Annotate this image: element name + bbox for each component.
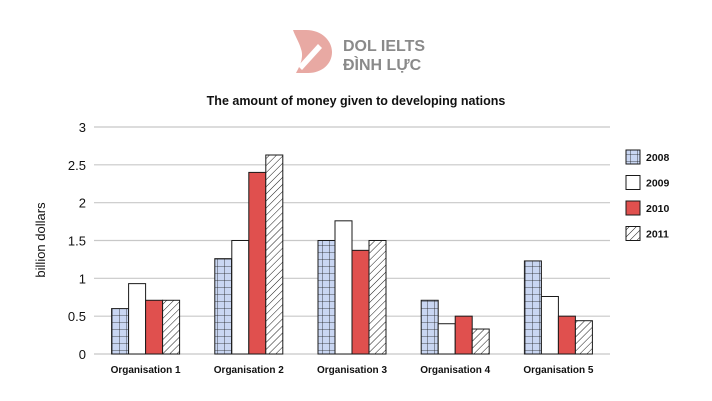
legend-swatch-2011	[625, 226, 641, 241]
bar-2011	[265, 154, 284, 355]
y-tick-label: 3	[79, 120, 86, 135]
bar-2008	[111, 308, 130, 355]
bar-2008	[523, 260, 542, 355]
bar-2009	[334, 220, 353, 355]
y-tick-label: 1.5	[68, 234, 86, 249]
logo-line1: DOL IELTS	[343, 38, 425, 55]
legend-label-2011: 2011	[646, 229, 669, 241]
x-tick-label: Organisation 5	[523, 365, 593, 376]
bar-2009	[231, 240, 250, 355]
x-tick-label: Organisation 2	[214, 365, 284, 376]
legend-label-2010: 2010	[646, 203, 670, 215]
x-tick-labels: Organisation 1 Organisation 2 Organisation…	[111, 365, 594, 376]
bar-2009	[540, 295, 559, 355]
x-tick-label: Organisation 4	[420, 365, 490, 376]
bar-2010	[248, 171, 267, 355]
bar-2009	[128, 283, 147, 355]
bar-2010	[145, 299, 164, 355]
bars	[111, 154, 593, 355]
y-tick-label: 2	[79, 196, 86, 211]
bar-2011	[368, 240, 387, 355]
bar-2009	[437, 323, 456, 355]
legend-label-2008: 2008	[646, 152, 670, 164]
y-tick-label: 0.5	[68, 309, 86, 324]
logo: DOL IELTS ĐÌNH LỰC	[293, 30, 425, 74]
bar-2010	[351, 249, 370, 355]
logo-line2: ĐÌNH LỰC	[343, 55, 422, 74]
logo-mark-slash-icon	[298, 44, 322, 70]
y-axis-label: billion dollars	[33, 202, 48, 278]
x-tick-label: Organisation 1	[111, 365, 181, 376]
bar-2011	[574, 320, 593, 355]
chart-title: The amount of money given to developing …	[207, 94, 506, 108]
bar-2008	[420, 299, 439, 355]
y-tick-labels: 0 0.5 1 1.5 2 2.5 3	[68, 120, 86, 362]
y-tick-label: 2.5	[68, 158, 86, 173]
legend-swatch-2010	[625, 200, 641, 216]
y-tick-label: 1	[79, 271, 86, 286]
bar-2011	[471, 328, 490, 355]
y-tick-label: 0	[79, 347, 86, 362]
legend: 2008 2009 2010 2011	[625, 149, 670, 241]
legend-swatch-2008	[625, 149, 641, 165]
x-tick-label: Organisation 3	[317, 365, 387, 376]
legend-label-2009: 2009	[646, 178, 670, 190]
bar-2008	[214, 258, 233, 355]
bar-2011	[162, 299, 181, 355]
bar-2008	[317, 240, 336, 355]
legend-swatch-2009	[625, 175, 641, 190]
bar-2010	[454, 315, 473, 355]
bar-2010	[557, 315, 576, 355]
